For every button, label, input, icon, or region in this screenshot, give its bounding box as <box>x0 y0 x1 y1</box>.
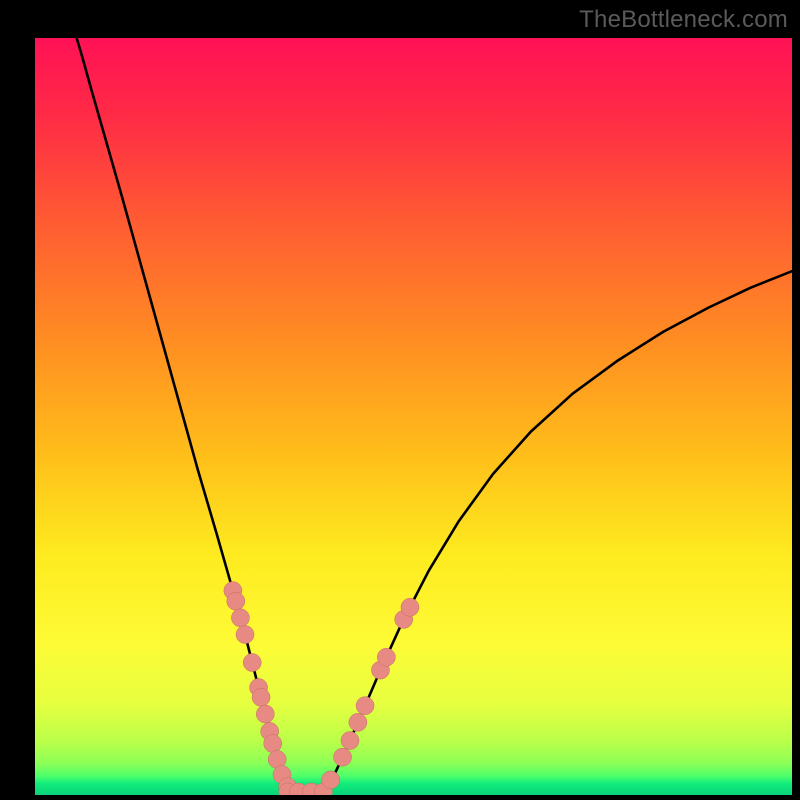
data-point <box>322 771 340 789</box>
data-point <box>264 735 282 753</box>
data-point <box>356 697 374 715</box>
data-point <box>401 598 419 616</box>
chart-overlay <box>35 38 792 795</box>
data-point <box>256 705 274 723</box>
data-point <box>227 592 245 610</box>
data-point <box>252 688 270 706</box>
data-point <box>341 732 359 750</box>
watermark: TheBottleneck.com <box>579 6 788 34</box>
data-point <box>236 626 254 644</box>
data-point <box>231 609 249 627</box>
data-point <box>243 654 261 672</box>
plot-area <box>35 38 792 795</box>
data-point <box>349 713 367 731</box>
data-point <box>334 748 352 766</box>
bottleneck-curve <box>77 38 792 793</box>
data-point <box>377 648 395 666</box>
